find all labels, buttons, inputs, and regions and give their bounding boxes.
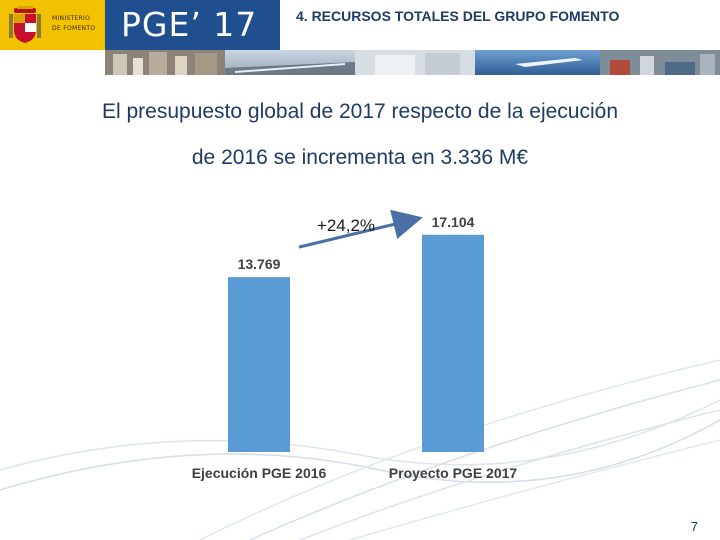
value-label-1: 13.769 <box>238 256 281 272</box>
bar-2 <box>422 234 484 452</box>
growth-arrow <box>298 209 423 249</box>
ministry-line-2: DE FOMENTO <box>52 25 96 32</box>
bar-series <box>228 234 484 452</box>
ministry-name: MINISTERIO DE FOMENTO <box>52 14 104 34</box>
growth-percentage-label: +24,2% <box>317 216 375 235</box>
category-label-1: Ejecución PGE 2016 <box>192 465 327 481</box>
bar-1 <box>228 277 290 452</box>
background-waves <box>0 359 720 540</box>
slide-header: MINISTERIO DE FOMENTO PGE’ 17 4. RECURSO… <box>0 0 720 75</box>
ministry-line-1: MINISTERIO <box>52 15 91 22</box>
coat-of-arms-icon <box>9 6 41 43</box>
headline-line-2: de 2016 se incrementa en 3.336 M€ <box>191 146 529 169</box>
category-labels: Ejecución PGE 2016 Proyecto PGE 2017 <box>192 465 518 481</box>
category-label-2: Proyecto PGE 2017 <box>389 465 518 481</box>
section-title: 4. RECURSOS TOTALES DEL GRUPO FOMENTO <box>296 8 620 24</box>
growth-annotation: +24,2% <box>298 209 423 249</box>
headline-line-1: El presupuesto global de 2017 respecto d… <box>101 100 619 123</box>
header-photo-strip <box>105 50 720 75</box>
value-labels: 13.769 17.104 <box>238 214 475 272</box>
ministry-logo: MINISTERIO DE FOMENTO <box>0 0 105 50</box>
page-number: 7 <box>690 519 698 534</box>
value-label-2: 17.104 <box>432 214 475 230</box>
pge-label: PGE’ 17 <box>121 5 258 44</box>
pge-banner: PGE’ 17 <box>105 0 280 50</box>
